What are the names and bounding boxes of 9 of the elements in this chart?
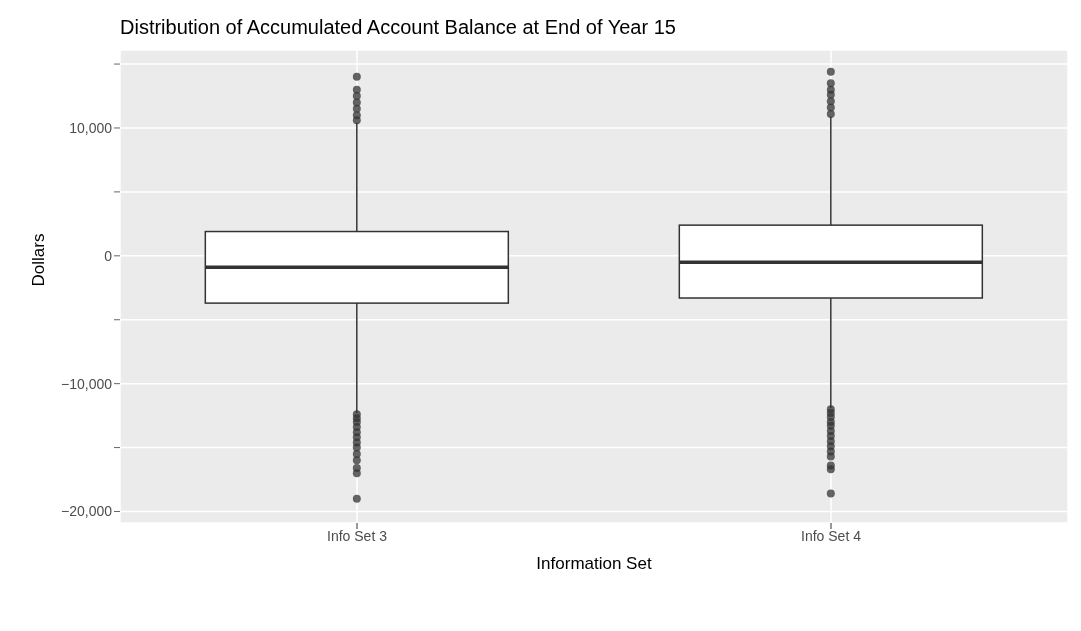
y-axis-title: Dollars (29, 233, 49, 287)
y-tick-label: 10,000 (69, 119, 113, 136)
y-tick-label: −20,000 (61, 503, 113, 520)
x-tick-label: Info Set 4 (801, 527, 862, 544)
x-tick-label: Info Set 3 (327, 527, 388, 544)
y-tick-label: 0 (104, 247, 113, 264)
y-tick-label: −10,000 (61, 375, 113, 392)
chart-title: Distribution of Accumulated Account Balance at End of Year 15 (120, 16, 676, 39)
x-axis-title: Information Set (536, 554, 652, 573)
